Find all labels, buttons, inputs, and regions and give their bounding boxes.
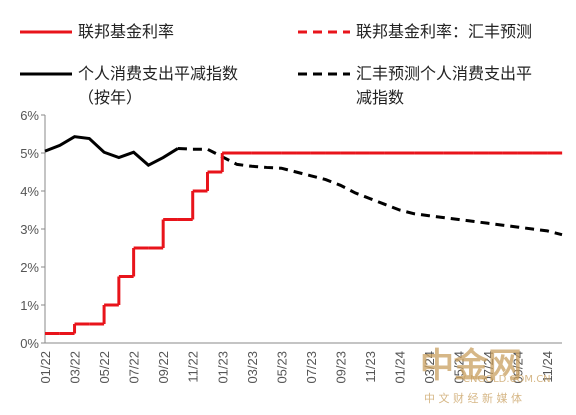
legend-item: 个人消费支出平减指数（按年）: [20, 62, 270, 110]
x-tick-label: 03/24: [422, 351, 437, 384]
y-tick-label: 4%: [20, 184, 39, 199]
x-tick-label: 03/22: [68, 351, 83, 384]
y-tick-label: 0%: [20, 336, 39, 351]
x-tick-label: 07/23: [304, 351, 319, 384]
legend-label: 联邦基金利率: [78, 22, 175, 41]
legend-item: 汇丰预测个人消费支出平减指数: [298, 62, 568, 110]
series-line: [177, 146, 563, 237]
y-tick-label: 6%: [20, 108, 39, 123]
legend-item: 联邦基金利率: [20, 20, 174, 44]
x-tick-label: 09/22: [156, 351, 171, 384]
watermark-url: CNGOLD.COM.CN: [463, 374, 551, 385]
x-tick-label: 01/24: [393, 351, 408, 384]
x-tick-label: 11/23: [363, 351, 378, 383]
x-tick-label: 11/22: [186, 351, 201, 383]
legend-swatch: [20, 30, 72, 34]
x-tick-label: 05/24: [452, 351, 467, 384]
legend-swatch: [20, 72, 72, 76]
watermark-logo: 中金网: [420, 346, 522, 386]
y-tick-label: 2%: [20, 260, 39, 275]
legend-label: 个人消费支出平减指数（按年）: [78, 64, 239, 107]
x-tick-label: 03/23: [245, 351, 260, 384]
series-line: [44, 135, 179, 167]
x-tick-label: 01/22: [38, 351, 53, 384]
legend-swatch: [298, 72, 350, 76]
x-tick-label: 05/22: [97, 351, 112, 384]
x-tick-label: 09/24: [511, 351, 526, 384]
legend-item: 联邦基金利率：汇丰预测: [298, 20, 532, 44]
x-tick-label: 07/24: [481, 351, 496, 384]
y-tick-label: 3%: [20, 222, 39, 237]
x-tick-label: 09/23: [333, 351, 348, 384]
legend-label: 联邦基金利率：汇丰预测: [356, 22, 533, 41]
legend-label: 汇丰预测个人消费支出平减指数: [356, 64, 533, 107]
x-tick-label: 01/23: [215, 351, 230, 384]
y-tick-label: 1%: [20, 298, 39, 313]
legend-swatch: [298, 30, 350, 34]
x-tick-label: 07/22: [127, 351, 142, 384]
x-tick-label: 11/24: [540, 351, 555, 383]
x-tick-label: 05/23: [274, 351, 289, 384]
watermark-tagline: 中 文 财 经 新 媒 体: [424, 392, 522, 405]
y-tick-label: 5%: [20, 146, 39, 161]
